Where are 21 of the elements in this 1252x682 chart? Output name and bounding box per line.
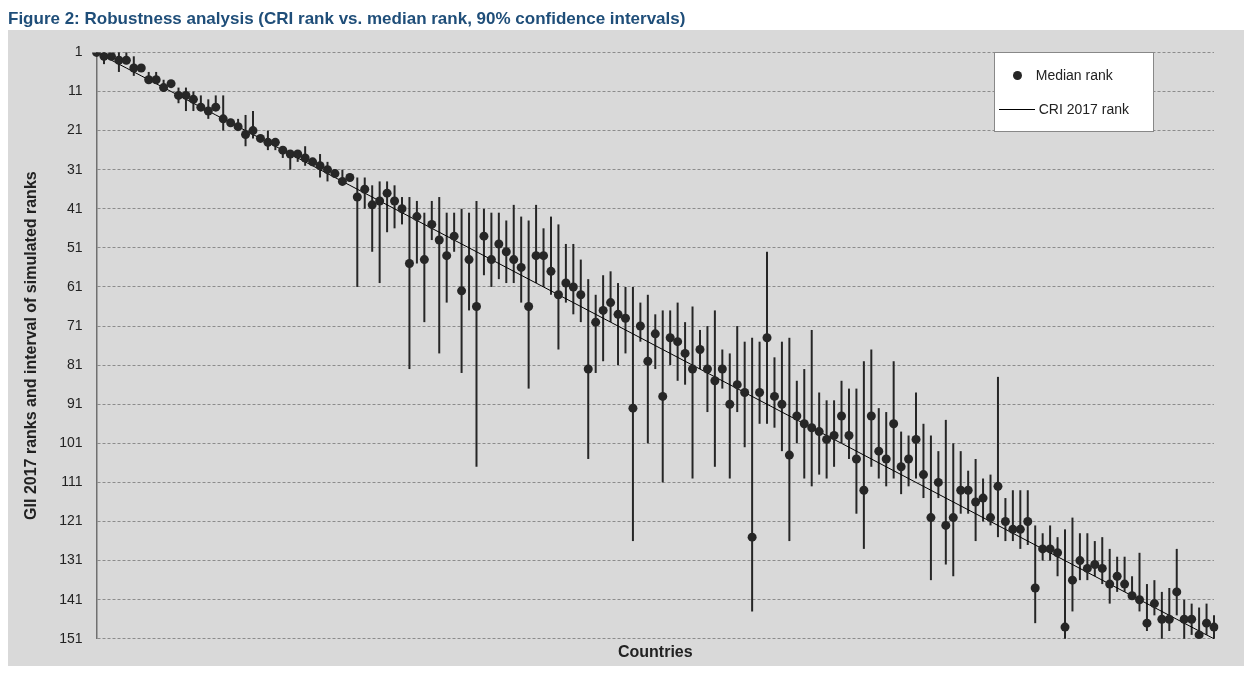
y-tick-label: 71 — [66, 316, 83, 333]
legend-label: CRI 2017 rank — [1038, 101, 1129, 117]
y-tick-label: 81 — [66, 356, 83, 373]
y-tick-label: 91 — [66, 395, 83, 412]
y-tick-label: 61 — [66, 277, 83, 294]
y-tick-label: 121 — [59, 512, 83, 529]
y-tick-label: 41 — [66, 199, 83, 216]
y-tick-label: 51 — [66, 238, 83, 255]
x-axis-title: Countries — [617, 642, 693, 660]
y-axis-title: GII 2017 ranks and interval of simulated ranks — [22, 171, 40, 520]
y-tick-label: 11 — [68, 82, 83, 99]
legend-label: Median rank — [1035, 67, 1113, 83]
y-tick-label: 111 — [61, 473, 83, 490]
y-tick-label: 1 — [74, 43, 83, 60]
y-tick-label: 21 — [66, 121, 83, 138]
y-tick-label: 31 — [66, 160, 83, 177]
y-tick-label: 141 — [59, 590, 83, 607]
y-tick-label: 101 — [59, 434, 83, 451]
chart-title: Figure 2: Robustness analysis (CRI rank vs. median rank, 90% confidence intervals) — [8, 8, 687, 30]
y-tick-label: 151 — [59, 629, 83, 646]
y-tick-label: 131 — [59, 551, 83, 568]
